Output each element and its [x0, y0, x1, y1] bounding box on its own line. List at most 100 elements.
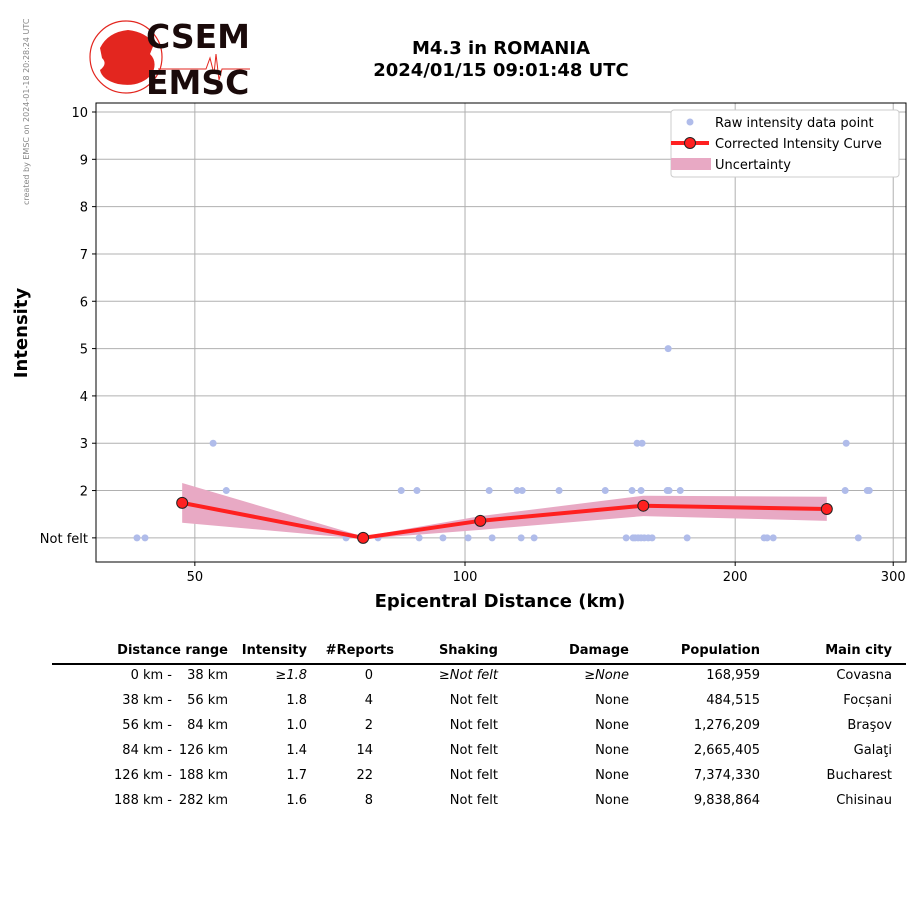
raw-data-point: [865, 487, 873, 495]
curve-point: [474, 514, 487, 527]
damage-cell: ≥None: [584, 668, 629, 683]
distance-to: 38 km: [187, 668, 228, 683]
distance-from: 0 km -: [130, 668, 172, 683]
raw-data-point: [439, 534, 447, 542]
legend-raw-label: Raw intensity data point: [715, 116, 874, 131]
column-header: Distance range: [117, 643, 228, 658]
intensity-cell: ≥1.8: [275, 668, 307, 683]
y-tick-label: 6: [80, 295, 88, 310]
column-header: Shaking: [438, 643, 498, 658]
reports-cell: 2: [364, 718, 373, 733]
shaking-cell: ≥Not felt: [438, 668, 498, 683]
main-city-cell: Bucharest: [826, 768, 892, 783]
population-cell: 2,665,405: [693, 743, 760, 758]
raw-data-point: [841, 487, 849, 495]
reports-cell: 8: [364, 793, 373, 808]
distance-to: 282 km: [178, 793, 228, 808]
raw-data-point: [769, 534, 777, 542]
distance-to: 84 km: [187, 718, 228, 733]
x-tick-label: 200: [723, 570, 748, 585]
x-tick-label: 300: [881, 570, 906, 585]
legend-curve-label: Corrected Intensity Curve: [715, 137, 882, 152]
raw-data-point: [622, 534, 630, 542]
damage-cell: None: [595, 743, 629, 758]
distance-from: 188 km -: [114, 793, 172, 808]
raw-data-point: [683, 534, 691, 542]
raw-data-point: [842, 439, 850, 447]
raw-data-point: [664, 345, 672, 353]
shaking-cell: Not felt: [449, 693, 498, 708]
main-city-cell: Focșani: [843, 693, 892, 708]
raw-data-point: [413, 487, 421, 495]
header-divider: [52, 663, 906, 665]
population-cell: 9,838,864: [693, 793, 760, 808]
intensity-cell: 1.4: [286, 743, 307, 758]
intensity-chart: 50 100 200 300 Not felt 2 3 4 5 6 7 8 9 10 Epicentral…: [11, 102, 907, 612]
curve-point: [357, 531, 370, 544]
raw-data-point: [209, 439, 217, 447]
x-tick-label: 100: [453, 570, 478, 585]
main-city-cell: Covasna: [836, 668, 892, 683]
raw-data-point: [676, 487, 684, 495]
legend-uncertainty-swatch: [671, 158, 711, 170]
distance-from: 84 km -: [122, 743, 172, 758]
reports-cell: 0: [364, 668, 373, 683]
raw-data-point: [555, 487, 563, 495]
population-cell: 484,515: [706, 693, 760, 708]
distance-to: 56 km: [187, 693, 228, 708]
raw-data-point: [141, 534, 149, 542]
population-cell: 168,959: [706, 668, 760, 683]
distance-to: 188 km: [178, 768, 228, 783]
raw-data-point: [854, 534, 862, 542]
logo-text-csem: CSEM: [146, 18, 250, 56]
uncertainty-band: [182, 482, 827, 539]
raw-data-point: [530, 534, 538, 542]
axis-ticks: 50 100 200 300 Not felt 2 3 4 5 6 7 8 9 10: [40, 106, 906, 585]
raw-data-point: [648, 534, 656, 542]
curve-point: [820, 503, 833, 516]
column-header: #Reports: [325, 643, 394, 658]
raw-points: [133, 345, 873, 542]
x-axis-label: Epicentral Distance (km): [375, 591, 626, 612]
raw-data-point: [133, 534, 141, 542]
damage-cell: None: [595, 693, 629, 708]
csem-emsc-logo: CSEM EMSC: [89, 18, 250, 98]
damage-cell: None: [595, 793, 629, 808]
y-tick-label: 8: [80, 201, 88, 216]
legend-raw-marker: [686, 118, 694, 126]
raw-data-point: [415, 534, 423, 542]
title-event: M4.3 in ROMANIA: [411, 38, 590, 59]
raw-data-point: [633, 439, 641, 447]
curve-point: [176, 496, 189, 509]
column-header: Population: [680, 643, 760, 658]
distance-from: 56 km -: [122, 718, 172, 733]
shaking-cell: Not felt: [449, 768, 498, 783]
main-city-cell: Chisinau: [836, 793, 892, 808]
legend-curve-marker: [684, 137, 696, 149]
raw-data-point: [665, 487, 673, 495]
chart-title: M4.3 in ROMANIA 2024/01/15 09:01:48 UTC: [300, 38, 702, 82]
y-tick-label: 10: [71, 106, 88, 121]
y-tick-label: 5: [80, 343, 88, 358]
raw-data-point: [485, 487, 493, 495]
raw-data-point: [518, 487, 526, 495]
x-tick-label: 50: [187, 570, 204, 585]
damage-cell: None: [595, 768, 629, 783]
curve-point: [637, 499, 650, 512]
column-header: Damage: [568, 643, 629, 658]
y-tick-label: 9: [80, 153, 88, 168]
population-cell: 1,276,209: [693, 718, 760, 733]
plot-frame: [95, 102, 907, 563]
y-tick-label: 7: [80, 248, 88, 263]
reports-cell: 22: [356, 768, 373, 783]
intensity-cell: 1.7: [286, 768, 307, 783]
raw-data-point: [517, 534, 525, 542]
shaking-cell: Not felt: [449, 793, 498, 808]
column-header: Intensity: [241, 643, 307, 658]
raw-data-point: [601, 487, 609, 495]
distance-from: 126 km -: [114, 768, 172, 783]
main-city-cell: Galaţi: [853, 743, 892, 758]
column-header: Main city: [825, 643, 892, 658]
shaking-cell: Not felt: [449, 718, 498, 733]
